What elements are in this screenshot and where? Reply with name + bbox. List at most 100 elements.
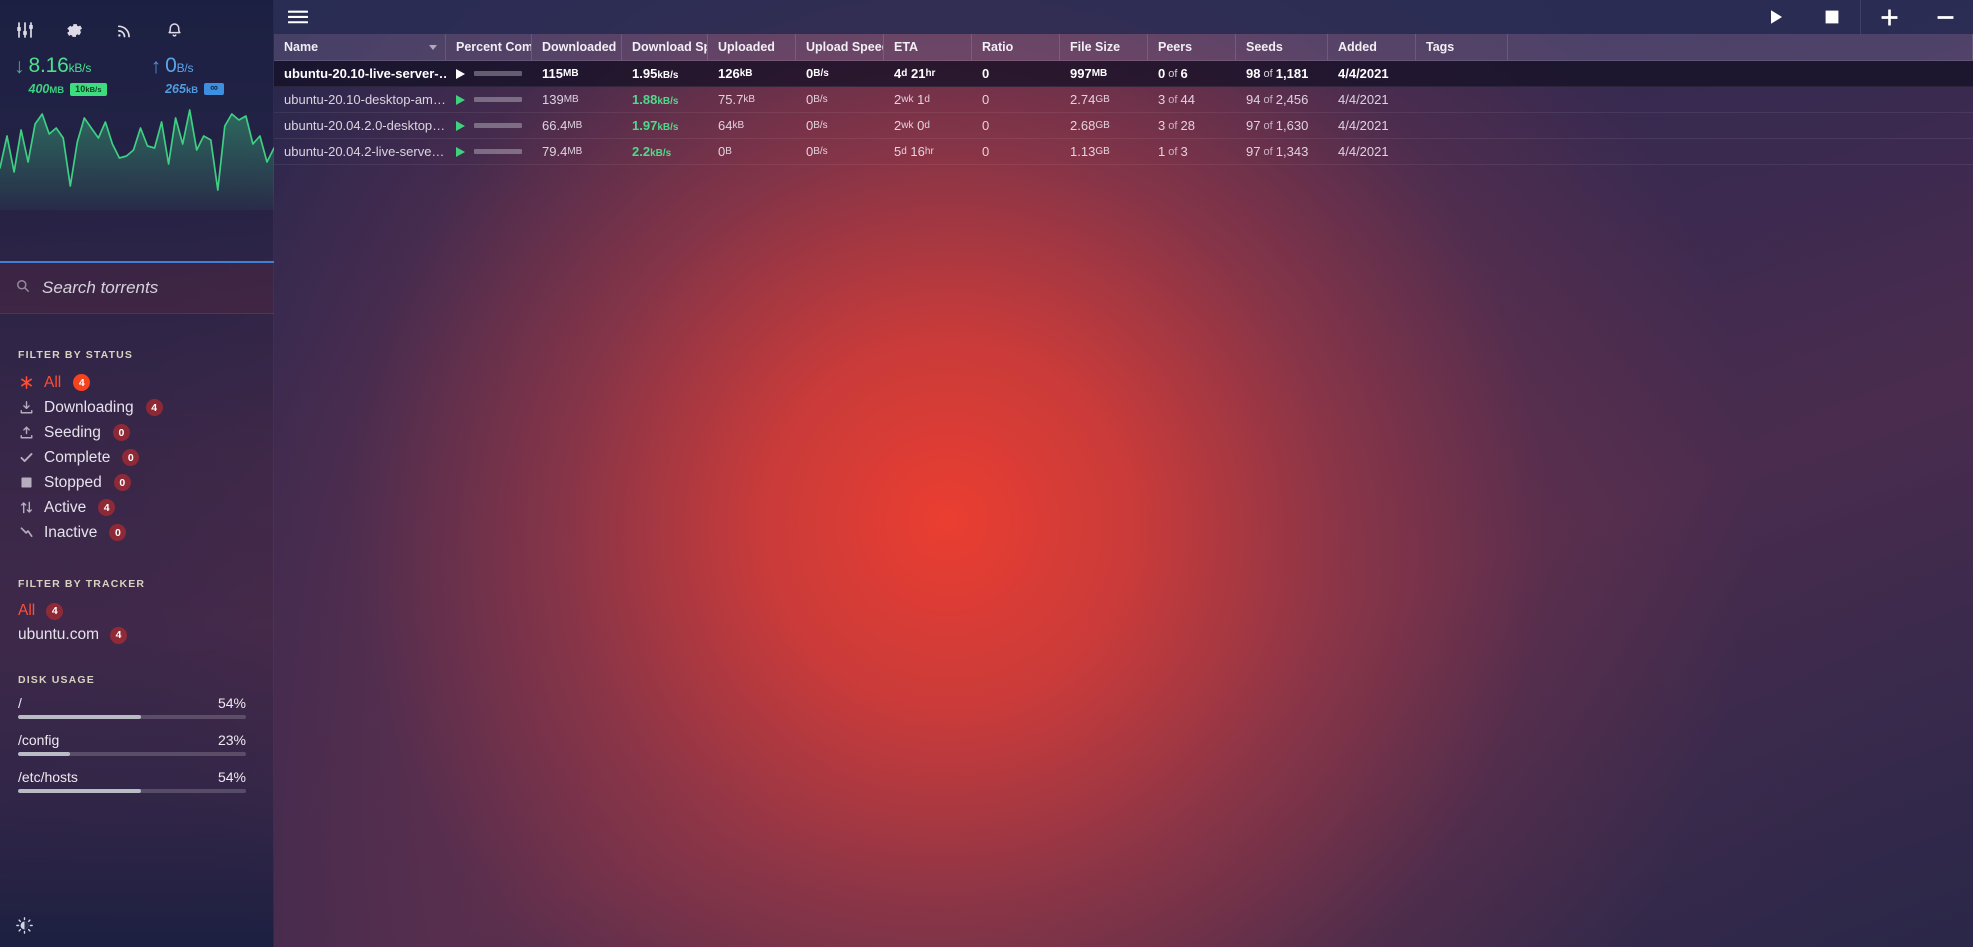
- column-header-filesize[interactable]: File Size: [1060, 34, 1148, 60]
- hamburger-menu-icon[interactable]: [288, 10, 308, 24]
- toolbar-actions: [1748, 0, 1973, 34]
- upload-speed-unit: B/s: [813, 68, 829, 79]
- search-input[interactable]: [42, 278, 266, 298]
- upload-speed-unit: B/s: [813, 94, 828, 105]
- disk-usage-list: / 54% /config 23% /etc/hosts 54%: [18, 695, 274, 793]
- status-filter-downloading[interactable]: Downloading 4: [18, 395, 274, 420]
- gear-icon[interactable]: [64, 20, 85, 41]
- file-size-unit: GB: [1095, 94, 1110, 105]
- stop-torrent-button[interactable]: [1804, 0, 1860, 34]
- cell-percent-complete: [446, 94, 532, 105]
- search-icon: [16, 279, 30, 298]
- cell-peers: 3 of 44: [1158, 92, 1195, 107]
- column-header-downloaded[interactable]: Downloaded: [532, 34, 622, 60]
- cell-seeds: 97 of 1,343: [1246, 144, 1309, 159]
- peers-total: 3: [1180, 144, 1188, 159]
- cell-peers: 0 of 6: [1158, 66, 1188, 81]
- status-filter-all[interactable]: All 4: [18, 370, 274, 395]
- disk-usage-percent: 54%: [217, 769, 246, 785]
- disk-usage-percent: 54%: [217, 695, 246, 711]
- column-header-added[interactable]: Added: [1328, 34, 1416, 60]
- column-header-seeds[interactable]: Seeds: [1236, 34, 1328, 60]
- rss-feed-icon[interactable]: [114, 20, 135, 41]
- peers-have: 3: [1158, 92, 1166, 107]
- remove-torrent-button[interactable]: [1917, 0, 1973, 34]
- cell-download-speed: 1.95kB/s: [622, 66, 708, 81]
- cell-ratio: 0: [972, 118, 1060, 133]
- status-filter-active[interactable]: Active 4: [18, 495, 274, 520]
- table-row[interactable]: ubuntu-20.10-live-server-… 115 MB 1.95kB/s 1…: [274, 61, 1973, 87]
- column-header-peers[interactable]: Peers: [1148, 34, 1236, 60]
- cell-ratio: 0: [972, 66, 1060, 81]
- status-filter-inactive[interactable]: Inactive 0: [18, 520, 274, 545]
- upload-speed-value: 0: [806, 92, 814, 107]
- status-filter-seeding[interactable]: Seeding 0: [18, 420, 274, 445]
- cell-uploaded: 75.7 kB: [708, 92, 796, 107]
- cell-seeds: 97 of 1,630: [1246, 118, 1309, 133]
- square-stop-icon: [18, 474, 35, 491]
- column-header-label: Added: [1338, 40, 1377, 54]
- uploaded-unit: kB: [743, 94, 755, 105]
- column-header-eta[interactable]: ETA: [884, 34, 972, 60]
- disk-usage-row: /config 23%: [18, 732, 246, 756]
- status-play-icon: [456, 146, 465, 157]
- peers-have: 3: [1158, 118, 1166, 133]
- column-header-tags[interactable]: Tags: [1416, 34, 1508, 60]
- add-torrent-button[interactable]: [1861, 0, 1917, 34]
- cell-seeds: 98 of 1,181: [1246, 66, 1309, 81]
- column-header-dlspeed[interactable]: Download Sp…: [622, 34, 708, 60]
- status-filter-label: Active: [44, 498, 87, 516]
- upload-speed-unit: B/s: [813, 120, 828, 131]
- column-header-label: Name: [284, 40, 319, 54]
- progress-bar: [474, 123, 522, 128]
- sliders-icon[interactable]: [14, 20, 35, 41]
- disk-usage-bar: [18, 789, 246, 793]
- table-row[interactable]: ubuntu-20.10-desktop-am… 139 MB 1.88kB/s 75.…: [274, 87, 1973, 113]
- upload-speed-value: 0: [806, 66, 814, 81]
- disk-usage-path: /etc/hosts: [18, 769, 78, 785]
- table-row[interactable]: ubuntu-20.04.2-live-serve… 79.4 MB 2.2kB/s 0…: [274, 139, 1973, 165]
- download-rate: ↓ 8.16kB/s 400MB 10kB/s: [14, 54, 107, 96]
- status-filter-list: All 4 Downloading 4 Seeding 0 Complete 0 Stopped…: [18, 370, 274, 545]
- column-header-uploaded[interactable]: Uploaded: [708, 34, 796, 60]
- file-size-value: 2.68: [1070, 118, 1096, 133]
- upload-limit-badge[interactable]: ∞: [204, 83, 225, 95]
- torrent-name: ubuntu-20.10-desktop-am…: [284, 92, 446, 107]
- torrent-name: ubuntu-20.04.2.0-desktop…: [284, 118, 446, 133]
- status-filter-stopped[interactable]: Stopped 0: [18, 470, 274, 495]
- status-filter-title: Filter by Status: [18, 349, 134, 361]
- status-filter-count: 0: [109, 524, 127, 541]
- eta-value: 2: [894, 118, 902, 133]
- start-torrent-button[interactable]: [1748, 0, 1804, 34]
- column-header-percent[interactable]: Percent Com…: [446, 34, 532, 60]
- file-size-value: 1.13: [1070, 144, 1096, 159]
- diagonal-line-icon: [18, 524, 35, 541]
- table-row[interactable]: ubuntu-20.04.2.0-desktop… 66.4 MB 1.97kB/s 6…: [274, 113, 1973, 139]
- brightness-contrast-icon[interactable]: [12, 913, 36, 937]
- downloaded-value: 66.4: [542, 118, 568, 133]
- progress-bar: [474, 97, 522, 102]
- disk-usage-bar: [18, 715, 246, 719]
- status-filter-count: 4: [73, 374, 91, 391]
- column-header-ulspeed[interactable]: Upload Speed: [796, 34, 884, 60]
- column-header-ratio[interactable]: Ratio: [972, 34, 1060, 60]
- uploaded-value: 64: [718, 118, 733, 133]
- status-filter-count: 4: [145, 399, 163, 416]
- tracker-filter-ubuntu-com[interactable]: ubuntu.com 4: [18, 623, 274, 647]
- disk-usage-bar-fill: [18, 789, 142, 793]
- added-date: 4/4/2021: [1338, 144, 1389, 159]
- torrent-name: ubuntu-20.04.2-live-serve…: [284, 144, 445, 159]
- cell-percent-complete: [446, 146, 532, 157]
- search-torrents-field[interactable]: [0, 261, 274, 314]
- tracker-filter-all[interactable]: All 4: [18, 599, 274, 623]
- disk-usage-bar-fill: [18, 715, 142, 719]
- seeds-have: 97: [1246, 118, 1261, 133]
- bell-notification-icon[interactable]: [164, 20, 185, 41]
- cell-percent-complete: [446, 68, 532, 79]
- status-filter-complete[interactable]: Complete 0: [18, 445, 274, 470]
- column-header-name[interactable]: Name: [274, 34, 446, 60]
- download-limit-badge[interactable]: 10kB/s: [70, 82, 107, 96]
- downloaded-unit: MB: [563, 94, 579, 105]
